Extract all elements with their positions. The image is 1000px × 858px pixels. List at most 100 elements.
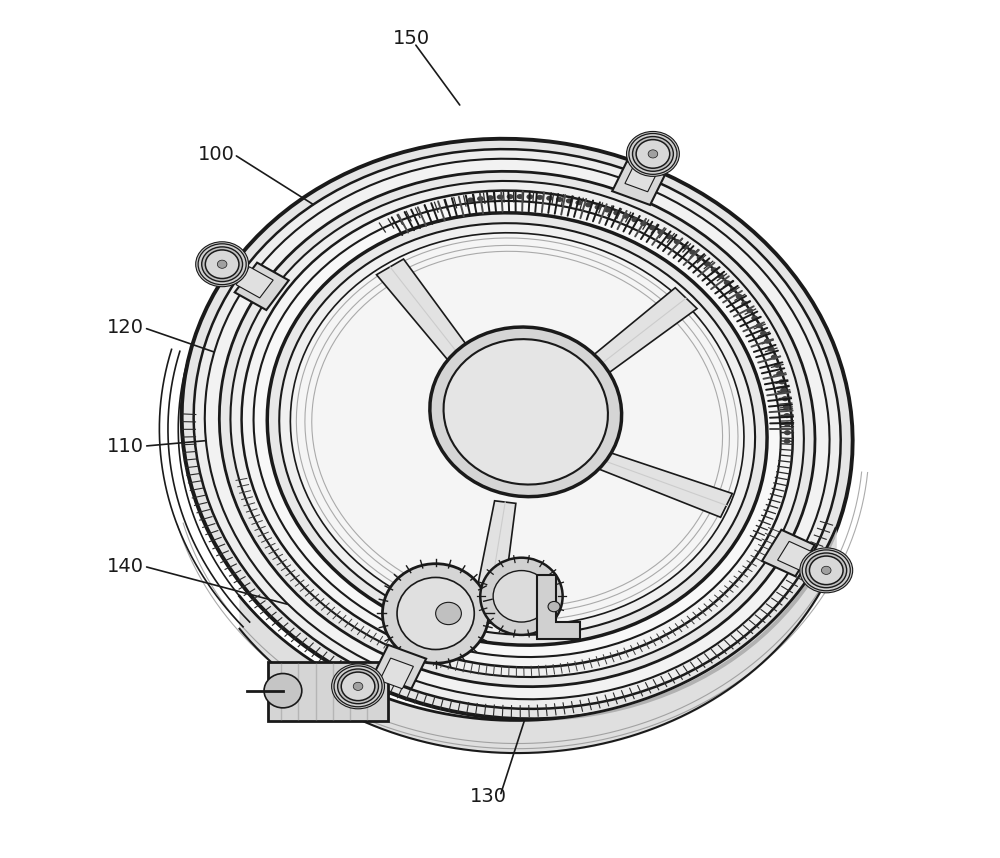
Ellipse shape <box>784 438 790 444</box>
Ellipse shape <box>604 208 611 213</box>
Ellipse shape <box>332 664 384 709</box>
Ellipse shape <box>821 566 831 574</box>
Polygon shape <box>471 501 516 625</box>
Text: 130: 130 <box>470 787 507 806</box>
Ellipse shape <box>467 197 474 202</box>
Ellipse shape <box>682 245 688 250</box>
Ellipse shape <box>613 210 620 215</box>
Polygon shape <box>377 259 479 373</box>
Ellipse shape <box>254 201 781 657</box>
Ellipse shape <box>809 556 843 584</box>
Ellipse shape <box>800 548 853 593</box>
Polygon shape <box>612 161 665 205</box>
Ellipse shape <box>784 430 791 435</box>
Text: 150: 150 <box>393 29 430 48</box>
Ellipse shape <box>382 564 489 663</box>
Ellipse shape <box>756 323 763 329</box>
Ellipse shape <box>730 287 737 292</box>
Ellipse shape <box>230 181 804 677</box>
Ellipse shape <box>697 256 704 261</box>
Ellipse shape <box>629 134 677 174</box>
Ellipse shape <box>760 331 767 336</box>
Polygon shape <box>537 575 580 639</box>
Ellipse shape <box>556 196 563 202</box>
Ellipse shape <box>194 149 841 709</box>
Ellipse shape <box>436 602 461 625</box>
Ellipse shape <box>493 571 550 622</box>
Ellipse shape <box>780 388 787 393</box>
Ellipse shape <box>480 558 563 635</box>
Ellipse shape <box>782 396 789 402</box>
Ellipse shape <box>566 198 573 203</box>
Ellipse shape <box>776 371 783 376</box>
Ellipse shape <box>595 204 601 209</box>
Ellipse shape <box>711 268 718 273</box>
Ellipse shape <box>636 140 670 168</box>
Text: 140: 140 <box>107 557 144 576</box>
Ellipse shape <box>633 136 673 172</box>
Polygon shape <box>373 645 426 689</box>
Ellipse shape <box>202 247 243 281</box>
Ellipse shape <box>182 139 853 719</box>
Ellipse shape <box>783 405 790 410</box>
Ellipse shape <box>497 195 504 200</box>
Ellipse shape <box>517 194 523 199</box>
Ellipse shape <box>217 260 227 269</box>
Ellipse shape <box>198 244 246 285</box>
Ellipse shape <box>526 194 533 199</box>
Ellipse shape <box>338 669 378 704</box>
Ellipse shape <box>477 196 484 202</box>
Ellipse shape <box>768 347 774 352</box>
Ellipse shape <box>546 196 553 201</box>
Ellipse shape <box>353 682 363 691</box>
Text: 120: 120 <box>107 318 144 337</box>
Polygon shape <box>380 658 413 689</box>
Ellipse shape <box>242 190 793 668</box>
Polygon shape <box>235 263 289 310</box>
Polygon shape <box>236 267 273 298</box>
Ellipse shape <box>704 261 711 266</box>
Ellipse shape <box>397 577 474 650</box>
Ellipse shape <box>339 676 370 704</box>
Ellipse shape <box>507 194 514 199</box>
Polygon shape <box>625 161 659 191</box>
Ellipse shape <box>724 281 731 286</box>
Text: 100: 100 <box>198 145 235 164</box>
Ellipse shape <box>444 339 608 485</box>
Polygon shape <box>592 450 732 517</box>
Ellipse shape <box>806 553 847 588</box>
Ellipse shape <box>622 214 629 219</box>
Ellipse shape <box>219 172 815 686</box>
Ellipse shape <box>627 131 679 177</box>
Polygon shape <box>778 541 814 571</box>
Ellipse shape <box>341 672 375 701</box>
Ellipse shape <box>585 202 592 208</box>
Polygon shape <box>573 287 697 387</box>
Ellipse shape <box>802 550 850 591</box>
Ellipse shape <box>487 195 494 200</box>
Ellipse shape <box>689 250 696 255</box>
Ellipse shape <box>774 363 781 368</box>
Ellipse shape <box>771 354 778 360</box>
Ellipse shape <box>764 339 771 344</box>
Ellipse shape <box>741 301 748 306</box>
Ellipse shape <box>784 421 791 426</box>
Ellipse shape <box>657 230 664 235</box>
Polygon shape <box>762 529 815 577</box>
Ellipse shape <box>267 213 767 645</box>
Ellipse shape <box>196 242 249 287</box>
Ellipse shape <box>649 225 656 230</box>
Ellipse shape <box>548 601 560 612</box>
Ellipse shape <box>279 223 755 635</box>
Ellipse shape <box>205 250 239 279</box>
Ellipse shape <box>430 327 622 497</box>
Ellipse shape <box>746 308 753 313</box>
Ellipse shape <box>784 413 790 418</box>
Ellipse shape <box>536 195 543 200</box>
Ellipse shape <box>648 150 658 158</box>
Ellipse shape <box>674 239 681 245</box>
Ellipse shape <box>575 200 582 205</box>
Ellipse shape <box>751 316 758 321</box>
Ellipse shape <box>334 666 382 707</box>
Ellipse shape <box>640 221 647 227</box>
